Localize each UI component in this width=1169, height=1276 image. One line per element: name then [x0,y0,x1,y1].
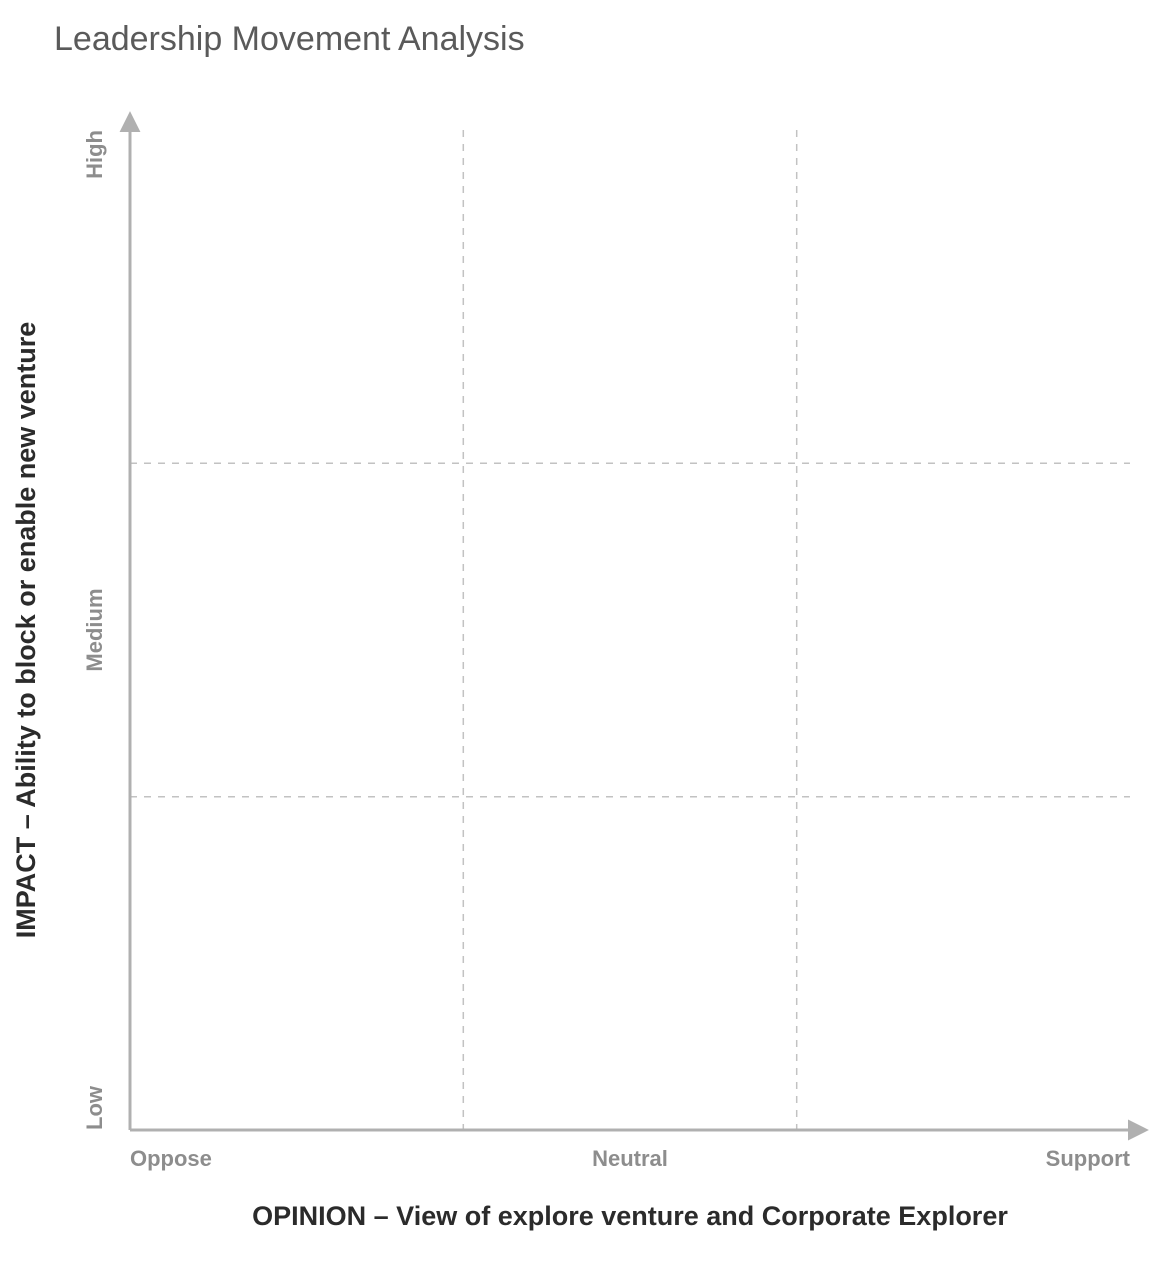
quadrant-chart: Oppose Neutral Support Low Medium High OPINION… [0,100,1160,1270]
x-tick-0: Oppose [130,1146,212,1171]
y-axis-title: IMPACT – Ability to block or enable new … [11,322,41,939]
x-tick-2: Support [1046,1146,1131,1171]
page-root: Leadership Movement Analysis Oppose Neutr… [0,0,1169,1276]
x-axis-title: OPINION – View of explore venture and Co… [252,1201,1008,1231]
x-tick-1: Neutral [592,1146,668,1171]
y-tick-0: Low [82,1085,107,1130]
quadrant-chart-svg: Oppose Neutral Support Low Medium High OPINION… [0,100,1160,1270]
y-tick-1: Medium [82,588,107,671]
y-tick-2: High [82,130,107,179]
chart-title: Leadership Movement Analysis [54,20,525,59]
